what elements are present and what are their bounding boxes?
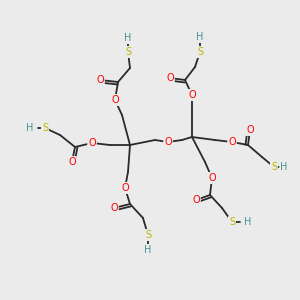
Text: S: S — [271, 162, 277, 172]
Text: O: O — [68, 157, 76, 167]
Text: O: O — [166, 73, 174, 83]
Text: O: O — [208, 173, 216, 183]
Text: S: S — [197, 47, 203, 57]
Text: O: O — [96, 75, 104, 85]
Text: S: S — [125, 47, 131, 57]
Text: O: O — [164, 137, 172, 147]
Text: O: O — [88, 138, 96, 148]
Text: H: H — [244, 217, 252, 227]
Text: O: O — [192, 195, 200, 205]
Text: H: H — [124, 33, 132, 43]
Text: O: O — [110, 203, 118, 213]
Text: O: O — [111, 95, 119, 105]
Text: O: O — [246, 125, 254, 135]
Text: O: O — [228, 137, 236, 147]
Text: S: S — [42, 123, 48, 133]
Text: H: H — [280, 162, 288, 172]
Text: H: H — [26, 123, 34, 133]
Text: O: O — [188, 90, 196, 100]
Text: O: O — [121, 183, 129, 193]
Text: S: S — [229, 217, 235, 227]
Text: H: H — [196, 32, 204, 42]
Text: H: H — [144, 245, 152, 255]
Text: S: S — [145, 230, 151, 240]
